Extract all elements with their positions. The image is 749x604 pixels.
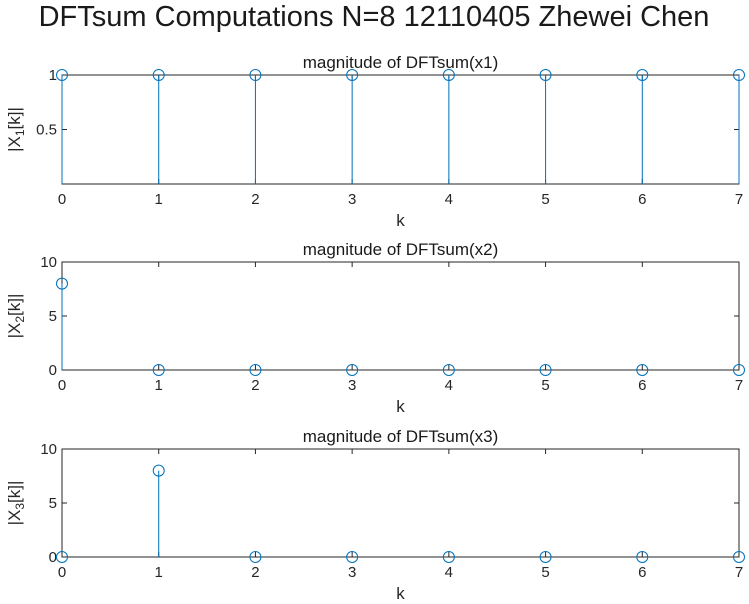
y-axis-label-subscript: 2 [13, 316, 27, 323]
y-axis-label-subscript: 1 [13, 129, 27, 136]
y-axis-label: |X2[k]| [5, 294, 27, 339]
x-axis-label: k [396, 211, 405, 230]
stem-marker [442, 364, 455, 376]
x-tick-label: 3 [348, 377, 356, 394]
x-tick-label: 1 [155, 564, 163, 581]
y-tick-label: 0 [49, 549, 57, 566]
y-axis-label-tail: [k]| [5, 294, 24, 316]
y-tick-label: 5 [49, 308, 57, 325]
axes-box-3 [61, 448, 740, 558]
stem-marker [539, 551, 552, 563]
x-tick-label: 1 [155, 377, 163, 394]
subplot-title: magnitude of DFTsum(x3) [303, 427, 499, 446]
x-tick-label: 6 [638, 377, 646, 394]
y-axis-label-main: |X [5, 136, 24, 152]
x-axis-label: k [396, 397, 405, 416]
y-axis-label: |X3[k]| [5, 481, 27, 526]
subplot-title: magnitude of DFTsum(x1) [303, 53, 499, 72]
x-tick-label: 5 [541, 377, 549, 394]
stem-marker [539, 69, 552, 81]
x-tick-label: 7 [735, 377, 743, 394]
stem-marker [442, 69, 455, 81]
stem-marker [539, 364, 552, 376]
stem-marker [249, 551, 262, 563]
axes-box-2 [61, 261, 740, 371]
x-tick-label: 2 [251, 564, 259, 581]
stem-marker [152, 69, 165, 81]
y-tick-label: 0.5 [36, 122, 57, 139]
x-axis-label: k [396, 584, 405, 603]
x-tick-label: 6 [638, 564, 646, 581]
x-tick-label: 7 [735, 564, 743, 581]
x-tick-label: 2 [251, 377, 259, 394]
y-axis-label-main: |X [5, 323, 24, 339]
stem-marker [636, 364, 649, 376]
stem-marker [346, 364, 359, 376]
stem-marker [152, 364, 165, 376]
axes-box-1 [61, 74, 740, 185]
y-tick-label: 5 [49, 495, 57, 512]
x-tick-label: 3 [348, 191, 356, 208]
x-tick-label: 4 [445, 377, 453, 394]
x-tick-label: 5 [541, 564, 549, 581]
stem-marker [249, 69, 262, 81]
stem-marker [249, 364, 262, 376]
y-tick-label: 10 [40, 254, 57, 271]
stem-marker [56, 277, 68, 290]
x-tick-label: 7 [735, 191, 743, 208]
y-axis-label-tail: [k]| [5, 107, 24, 129]
x-tick-label: 6 [638, 191, 646, 208]
x-tick-label: 4 [445, 564, 453, 581]
y-axis-label: |X1[k]| [5, 107, 27, 152]
x-tick-label: 0 [58, 564, 66, 581]
stem-marker [733, 364, 745, 376]
stem-marker [636, 69, 649, 81]
x-tick-label: 0 [58, 191, 66, 208]
y-tick-label: 0 [49, 362, 57, 379]
stem-marker [346, 551, 359, 563]
stem-marker [636, 551, 649, 563]
x-tick-label: 4 [445, 191, 453, 208]
x-tick-label: 5 [541, 191, 549, 208]
x-tick-label: 2 [251, 191, 259, 208]
stem-marker [346, 69, 359, 81]
stem-marker [442, 551, 455, 563]
stem-marker [152, 464, 165, 477]
x-tick-label: 1 [155, 191, 163, 208]
x-tick-label: 0 [58, 377, 66, 394]
y-tick-label: 10 [40, 441, 57, 458]
y-axis-label-main: |X [5, 510, 24, 526]
subplot-title: magnitude of DFTsum(x2) [303, 240, 499, 259]
y-tick-label: 1 [49, 67, 57, 84]
stem-marker [733, 551, 745, 563]
x-tick-label: 3 [348, 564, 356, 581]
stem-marker [733, 69, 745, 81]
y-axis-label-subscript: 3 [13, 503, 27, 510]
stem-marker [56, 69, 68, 81]
y-axis-label-tail: [k]| [5, 481, 24, 503]
figure-suptitle: DFTsum Computations N=8 12110405 Zhewei … [39, 1, 710, 33]
stem-marker [56, 551, 68, 563]
